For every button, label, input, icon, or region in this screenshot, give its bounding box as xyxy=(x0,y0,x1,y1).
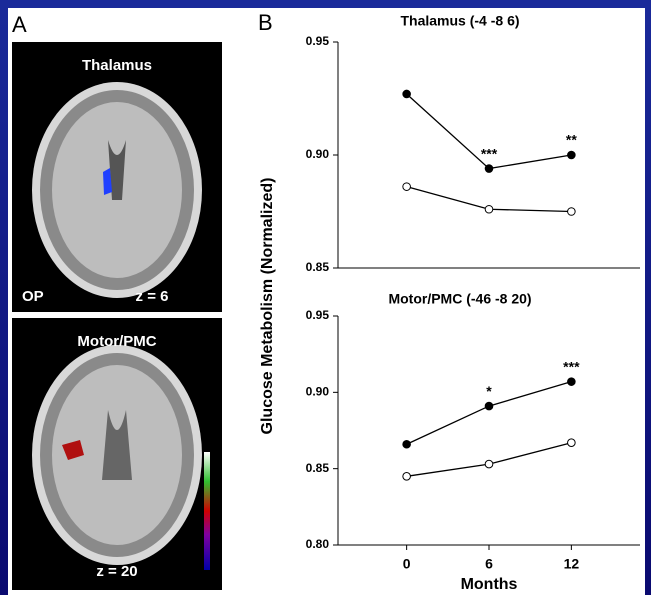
panel-label: A xyxy=(12,12,27,37)
x-tick-label: 12 xyxy=(564,556,580,572)
image-slice: z = 6 xyxy=(136,288,169,305)
significance-label: ** xyxy=(566,132,577,148)
y-tick-label: 0.90 xyxy=(306,147,330,161)
data-point xyxy=(403,473,411,481)
data-point xyxy=(403,90,411,98)
x-tick-label: 0 xyxy=(403,556,411,572)
data-point xyxy=(568,208,576,216)
y-tick-label: 0.95 xyxy=(306,34,330,48)
chart-title: Thalamus (-4 -8 6) xyxy=(400,13,519,29)
data-point xyxy=(485,205,493,213)
data-point xyxy=(485,402,493,410)
chart-title: Motor/PMC (-46 -8 20) xyxy=(388,291,531,307)
data-point xyxy=(568,439,576,447)
image-view: OP xyxy=(22,288,44,305)
y-tick-label: 0.80 xyxy=(306,537,330,551)
panel-label: B xyxy=(258,10,273,35)
data-point xyxy=(403,183,411,191)
y-tick-label: 0.85 xyxy=(306,461,330,475)
data-point xyxy=(568,378,576,386)
y-axis-label: Glucose Metabolism (Normalized) xyxy=(259,178,276,435)
y-tick-label: 0.85 xyxy=(306,260,330,274)
image-title: Thalamus xyxy=(82,57,152,74)
data-point xyxy=(485,460,493,468)
significance-label: *** xyxy=(481,145,498,161)
y-tick-label: 0.90 xyxy=(306,385,330,399)
data-point xyxy=(568,151,576,159)
significance-label: * xyxy=(486,383,492,399)
significance-label: *** xyxy=(563,358,580,374)
data-point xyxy=(485,165,493,173)
x-axis-label: Months xyxy=(461,576,518,593)
x-tick-label: 6 xyxy=(485,556,493,572)
image-title: Motor/PMC xyxy=(77,333,156,350)
data-point xyxy=(403,440,411,448)
figure: A B Thalamus OP z = 6 Motor/PMC z = 20 G… xyxy=(0,0,651,595)
brain-image: Motor/PMC z = 20 xyxy=(12,318,222,590)
y-tick-label: 0.95 xyxy=(306,308,330,322)
brain-image: Thalamus OP z = 6 xyxy=(12,42,222,312)
image-slice: z = 20 xyxy=(96,563,137,580)
